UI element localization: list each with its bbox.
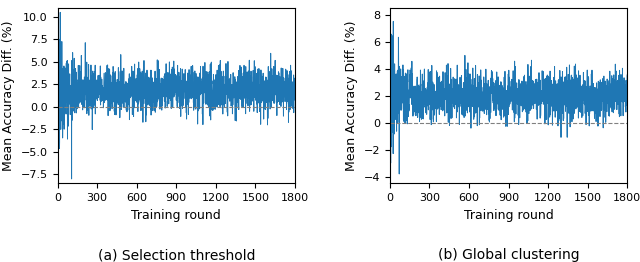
Title: (b) Global clustering: (b) Global clustering xyxy=(438,248,579,262)
Y-axis label: Mean Accuracy Diff. (%): Mean Accuracy Diff. (%) xyxy=(345,20,358,171)
Title: (a) Selection threshold: (a) Selection threshold xyxy=(97,248,255,262)
Y-axis label: Mean Accuracy Diff. (%): Mean Accuracy Diff. (%) xyxy=(2,20,15,171)
X-axis label: Training round: Training round xyxy=(463,209,554,222)
X-axis label: Training round: Training round xyxy=(131,209,221,222)
